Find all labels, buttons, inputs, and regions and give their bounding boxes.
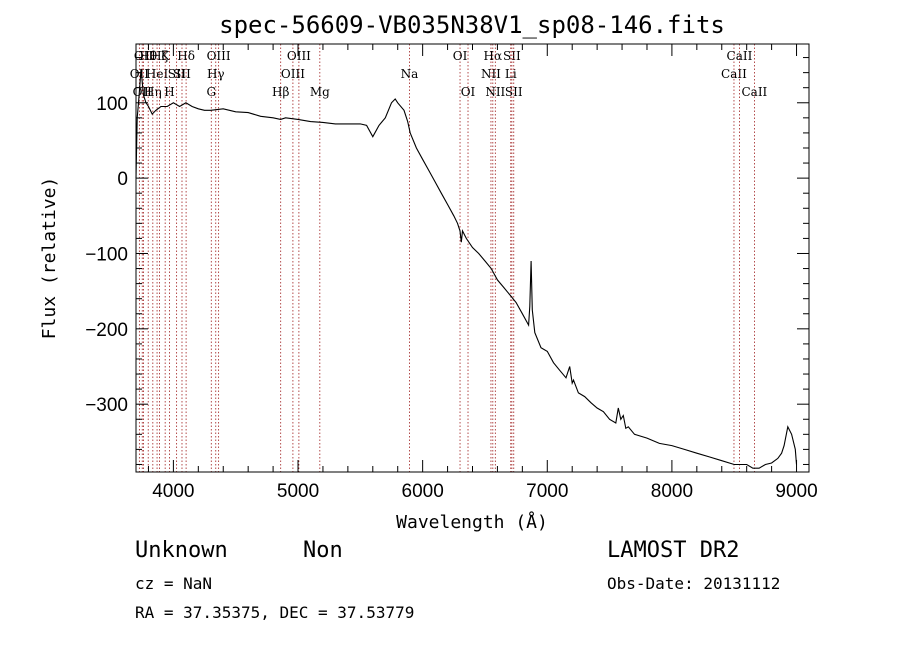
x-axis-label: Wavelength (Å)	[396, 511, 548, 533]
y-axis-label: Flux (relative)	[39, 177, 60, 340]
line-marker-label: NII	[485, 85, 505, 99]
redshift-text: cz = NaN	[135, 574, 213, 593]
line-marker-label: HeI	[146, 67, 169, 81]
line-marker-label: Hδ	[177, 49, 195, 63]
line-marker-label: Na	[401, 67, 419, 81]
line-marker-label: OIII	[281, 67, 305, 81]
x-tick-label: 4000	[152, 481, 194, 502]
chart-title: spec-56609-VB035N38V1_sp08-146.fits	[219, 11, 725, 39]
y-tick-label: −300	[85, 395, 128, 416]
line-marker-label: Hα	[484, 49, 503, 63]
line-marker-label: OI	[461, 85, 476, 99]
survey-text: LAMOST DR2	[607, 538, 740, 563]
y-tick-label: 100	[96, 94, 128, 115]
line-marker-label: CaII	[727, 49, 753, 63]
x-tick-label: 7000	[526, 481, 568, 502]
x-tick-label: 8000	[651, 481, 693, 502]
line-marker-label: Hγ	[207, 67, 225, 81]
x-axis: 4000 5000 6000 7000 8000 9000	[147, 44, 818, 502]
line-marker-label: H	[164, 85, 174, 99]
line-marker-label: SII	[168, 67, 186, 81]
line-marker-label: SII	[505, 85, 523, 99]
line-marker-label: Hζ	[151, 49, 168, 63]
y-tick-label: 0	[117, 169, 128, 190]
plot-frame	[135, 43, 810, 473]
line-marker-label: NII	[481, 67, 501, 81]
line-marker-label: OI	[453, 49, 468, 63]
x-tick-label: 5000	[277, 481, 319, 502]
obs-date-text: Obs-Date: 20131112	[607, 574, 781, 593]
line-marker-label: OIII	[287, 49, 311, 63]
spectrum-series-line	[135, 68, 798, 469]
line-marker-label: Hβ	[272, 85, 289, 99]
line-marker-label: Li	[505, 67, 517, 81]
x-tick-label: 6000	[402, 481, 444, 502]
line-marker-label: CaII	[721, 67, 747, 81]
y-tick-label: −100	[85, 244, 128, 265]
line-marker-label: OIII	[207, 49, 231, 63]
y-tick-label: −200	[85, 320, 128, 341]
line-marker-label: Hη	[144, 85, 162, 99]
line-marker-label: OII	[133, 85, 153, 99]
line-marker-label: SII	[503, 49, 521, 63]
line-marker-label: G	[206, 85, 216, 99]
line-markers: OIIOIIOIIHθHηHeIHζKHSIIHδSIIGHγOIIIHβOII…	[130, 44, 768, 472]
y-axis: 100 0 −100 −200 −300	[85, 57, 809, 465]
line-marker-label: CaII	[741, 85, 767, 99]
line-marker-label: SII	[173, 67, 191, 81]
line-marker-label: Mg	[310, 85, 330, 99]
subclass-text: Non	[303, 538, 343, 563]
x-tick-label: 9000	[775, 481, 817, 502]
coordinates-text: RA = 37.35375, DEC = 37.53779	[135, 603, 415, 622]
line-marker-label: OII	[130, 67, 150, 81]
line-marker-label: K	[161, 49, 171, 63]
classification-text: Unknown	[135, 538, 228, 563]
